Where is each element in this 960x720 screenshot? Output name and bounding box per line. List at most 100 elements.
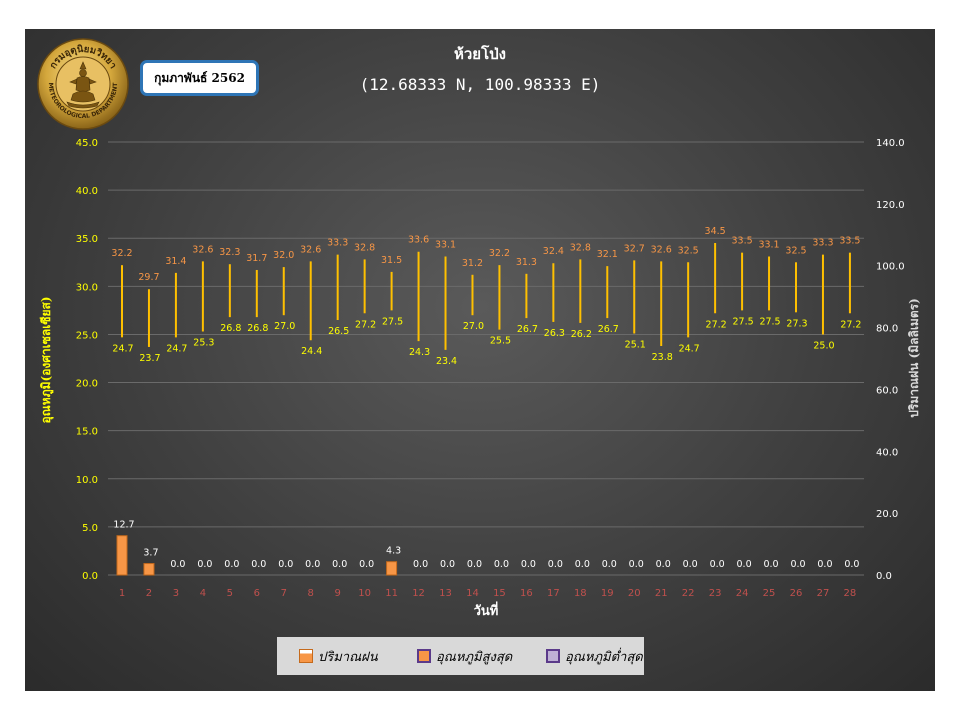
legend-rain-swatch-icon xyxy=(299,649,313,663)
max-temp-label: 32.5 xyxy=(785,245,806,256)
max-temp-label: 32.2 xyxy=(489,248,510,259)
legend-max-temp-swatch-icon xyxy=(417,649,431,663)
x-tick-label: 28 xyxy=(844,588,857,599)
min-temp-label: 24.3 xyxy=(409,347,430,358)
max-temp-label: 33.3 xyxy=(812,238,833,249)
rain-value-label: 0.0 xyxy=(790,559,805,570)
right-tick-label: 40.0 xyxy=(876,447,898,458)
min-temp-label: 24.4 xyxy=(301,346,322,357)
max-temp-label: 33.1 xyxy=(435,240,456,251)
legend-min-temp-swatch-icon xyxy=(546,649,560,663)
min-temp-label: 27.2 xyxy=(355,319,376,330)
min-temp-label: 26.8 xyxy=(220,323,241,334)
min-temp-label: 26.2 xyxy=(571,329,592,340)
left-tick-label: 45.0 xyxy=(76,138,98,149)
max-temp-label: 31.3 xyxy=(516,257,537,268)
rain-value-label: 0.0 xyxy=(197,559,212,570)
left-tick-label: 5.0 xyxy=(82,523,98,534)
rain-bar xyxy=(386,561,398,576)
max-temp-label: 32.6 xyxy=(192,244,213,255)
right-tick-label: 120.0 xyxy=(876,200,905,211)
rain-value-label: 12.7 xyxy=(113,520,134,531)
x-tick-label: 4 xyxy=(200,588,206,599)
min-temp-label: 27.0 xyxy=(274,321,295,332)
min-temp-label: 27.3 xyxy=(786,318,807,329)
grid-lines xyxy=(108,141,864,576)
rain-bar xyxy=(116,535,128,576)
x-tick-label: 7 xyxy=(281,588,287,599)
x-tick-label: 23 xyxy=(709,588,722,599)
rain-value-label: 0.0 xyxy=(359,559,374,570)
x-tick-label: 1 xyxy=(119,588,125,599)
max-temp-label: 33.5 xyxy=(732,236,753,247)
x-tick-label: 11 xyxy=(385,588,398,599)
x-tick-label: 19 xyxy=(601,588,614,599)
min-temp-label: 27.5 xyxy=(759,316,780,327)
max-temp-label: 32.6 xyxy=(651,244,672,255)
rain-value-label: 0.0 xyxy=(521,559,536,570)
left-tick-label: 35.0 xyxy=(76,234,98,245)
min-temp-label: 24.7 xyxy=(679,343,700,354)
rain-value-label: 0.0 xyxy=(844,559,859,570)
rain-value-label: 0.0 xyxy=(224,559,239,570)
legend: ปริมาณฝน อุณหภูมิสูงสุด อุณหภูมิต่ำสุด xyxy=(277,637,644,675)
max-temp-label: 32.4 xyxy=(543,246,564,257)
min-temp-label: 25.5 xyxy=(490,336,511,347)
left-tick-label: 30.0 xyxy=(76,282,98,293)
rain-value-label: 0.0 xyxy=(575,559,590,570)
max-temp-label: 32.5 xyxy=(678,245,699,256)
max-temp-label: 32.2 xyxy=(111,248,132,259)
max-temp-label: 34.5 xyxy=(705,226,726,237)
meteorological-department-seal: กรมอุตุนิยมวิทยา METEOROLOGICAL DEPARTME… xyxy=(37,38,129,130)
rain-value-label: 3.7 xyxy=(143,548,158,559)
x-tick-label: 10 xyxy=(358,588,371,599)
rain-value-label: 0.0 xyxy=(467,559,482,570)
min-temp-label: 24.7 xyxy=(112,343,133,354)
left-tick-label: 40.0 xyxy=(76,186,98,197)
rain-value-label: 0.0 xyxy=(629,559,644,570)
min-temp-label: 26.7 xyxy=(517,324,538,335)
min-temp-label: 27.5 xyxy=(733,316,754,327)
max-temp-label: 32.7 xyxy=(624,243,645,254)
min-temp-label: 26.8 xyxy=(247,323,268,334)
max-temp-label: 29.7 xyxy=(138,272,159,283)
data-labels: 32.2 24.7 12.7 29.7 23.7 3.7 31.4 24.7 0.0 32.6 25… xyxy=(111,226,861,570)
min-temp-label: 27.5 xyxy=(382,316,403,327)
max-temp-label: 31.4 xyxy=(165,256,186,267)
legend-item-max-temp: อุณหภูมิสูงสุด xyxy=(417,647,512,665)
max-temp-label: 32.0 xyxy=(273,250,294,261)
max-temp-label: 32.8 xyxy=(354,242,375,253)
min-temp-label: 26.7 xyxy=(598,324,619,335)
x-tick-label: 14 xyxy=(466,588,479,599)
rain-value-label: 0.0 xyxy=(332,559,347,570)
max-temp-label: 33.1 xyxy=(758,240,779,251)
y-axis-label-right: ปริมาณฝน (มิลลิเมตร) xyxy=(907,298,921,417)
left-tick-label: 15.0 xyxy=(76,427,98,438)
rain-value-label: 0.0 xyxy=(737,559,752,570)
x-tick-label: 6 xyxy=(254,588,260,599)
max-temp-label: 32.1 xyxy=(597,249,618,260)
x-axis-ticks: 1 2 3 4 5 6 7 8 9 10 11 12 13 14 15 16 17 18 19 20 21 22 23 24 2… xyxy=(119,588,856,599)
legend-label-min-temp: อุณหภูมิต่ำสุด xyxy=(565,649,643,665)
rain-bar xyxy=(143,563,155,576)
rain-value-label: 4.3 xyxy=(386,546,401,557)
x-tick-label: 26 xyxy=(790,588,803,599)
right-tick-label: 80.0 xyxy=(876,324,898,335)
right-tick-label: 20.0 xyxy=(876,509,898,520)
min-temp-label: 23.4 xyxy=(436,356,457,367)
legend-item-rain: ปริมาณฝน xyxy=(299,647,378,665)
deity-figure-icon xyxy=(66,61,100,109)
max-temp-label: 33.3 xyxy=(327,238,348,249)
month-label-box: กุมภาพันธ์ 2562 xyxy=(140,60,259,96)
rain-value-label: 0.0 xyxy=(817,559,832,570)
rain-value-label: 0.0 xyxy=(763,559,778,570)
x-tick-label: 5 xyxy=(227,588,233,599)
min-temp-label: 23.7 xyxy=(139,353,160,364)
right-tick-label: 0.0 xyxy=(876,571,892,582)
x-tick-label: 15 xyxy=(493,588,506,599)
x-tick-label: 8 xyxy=(308,588,314,599)
temperature-range-lines xyxy=(121,243,851,350)
x-tick-label: 3 xyxy=(173,588,179,599)
chart-subtitle: (12.68333 N, 100.98333 E) xyxy=(360,75,601,94)
